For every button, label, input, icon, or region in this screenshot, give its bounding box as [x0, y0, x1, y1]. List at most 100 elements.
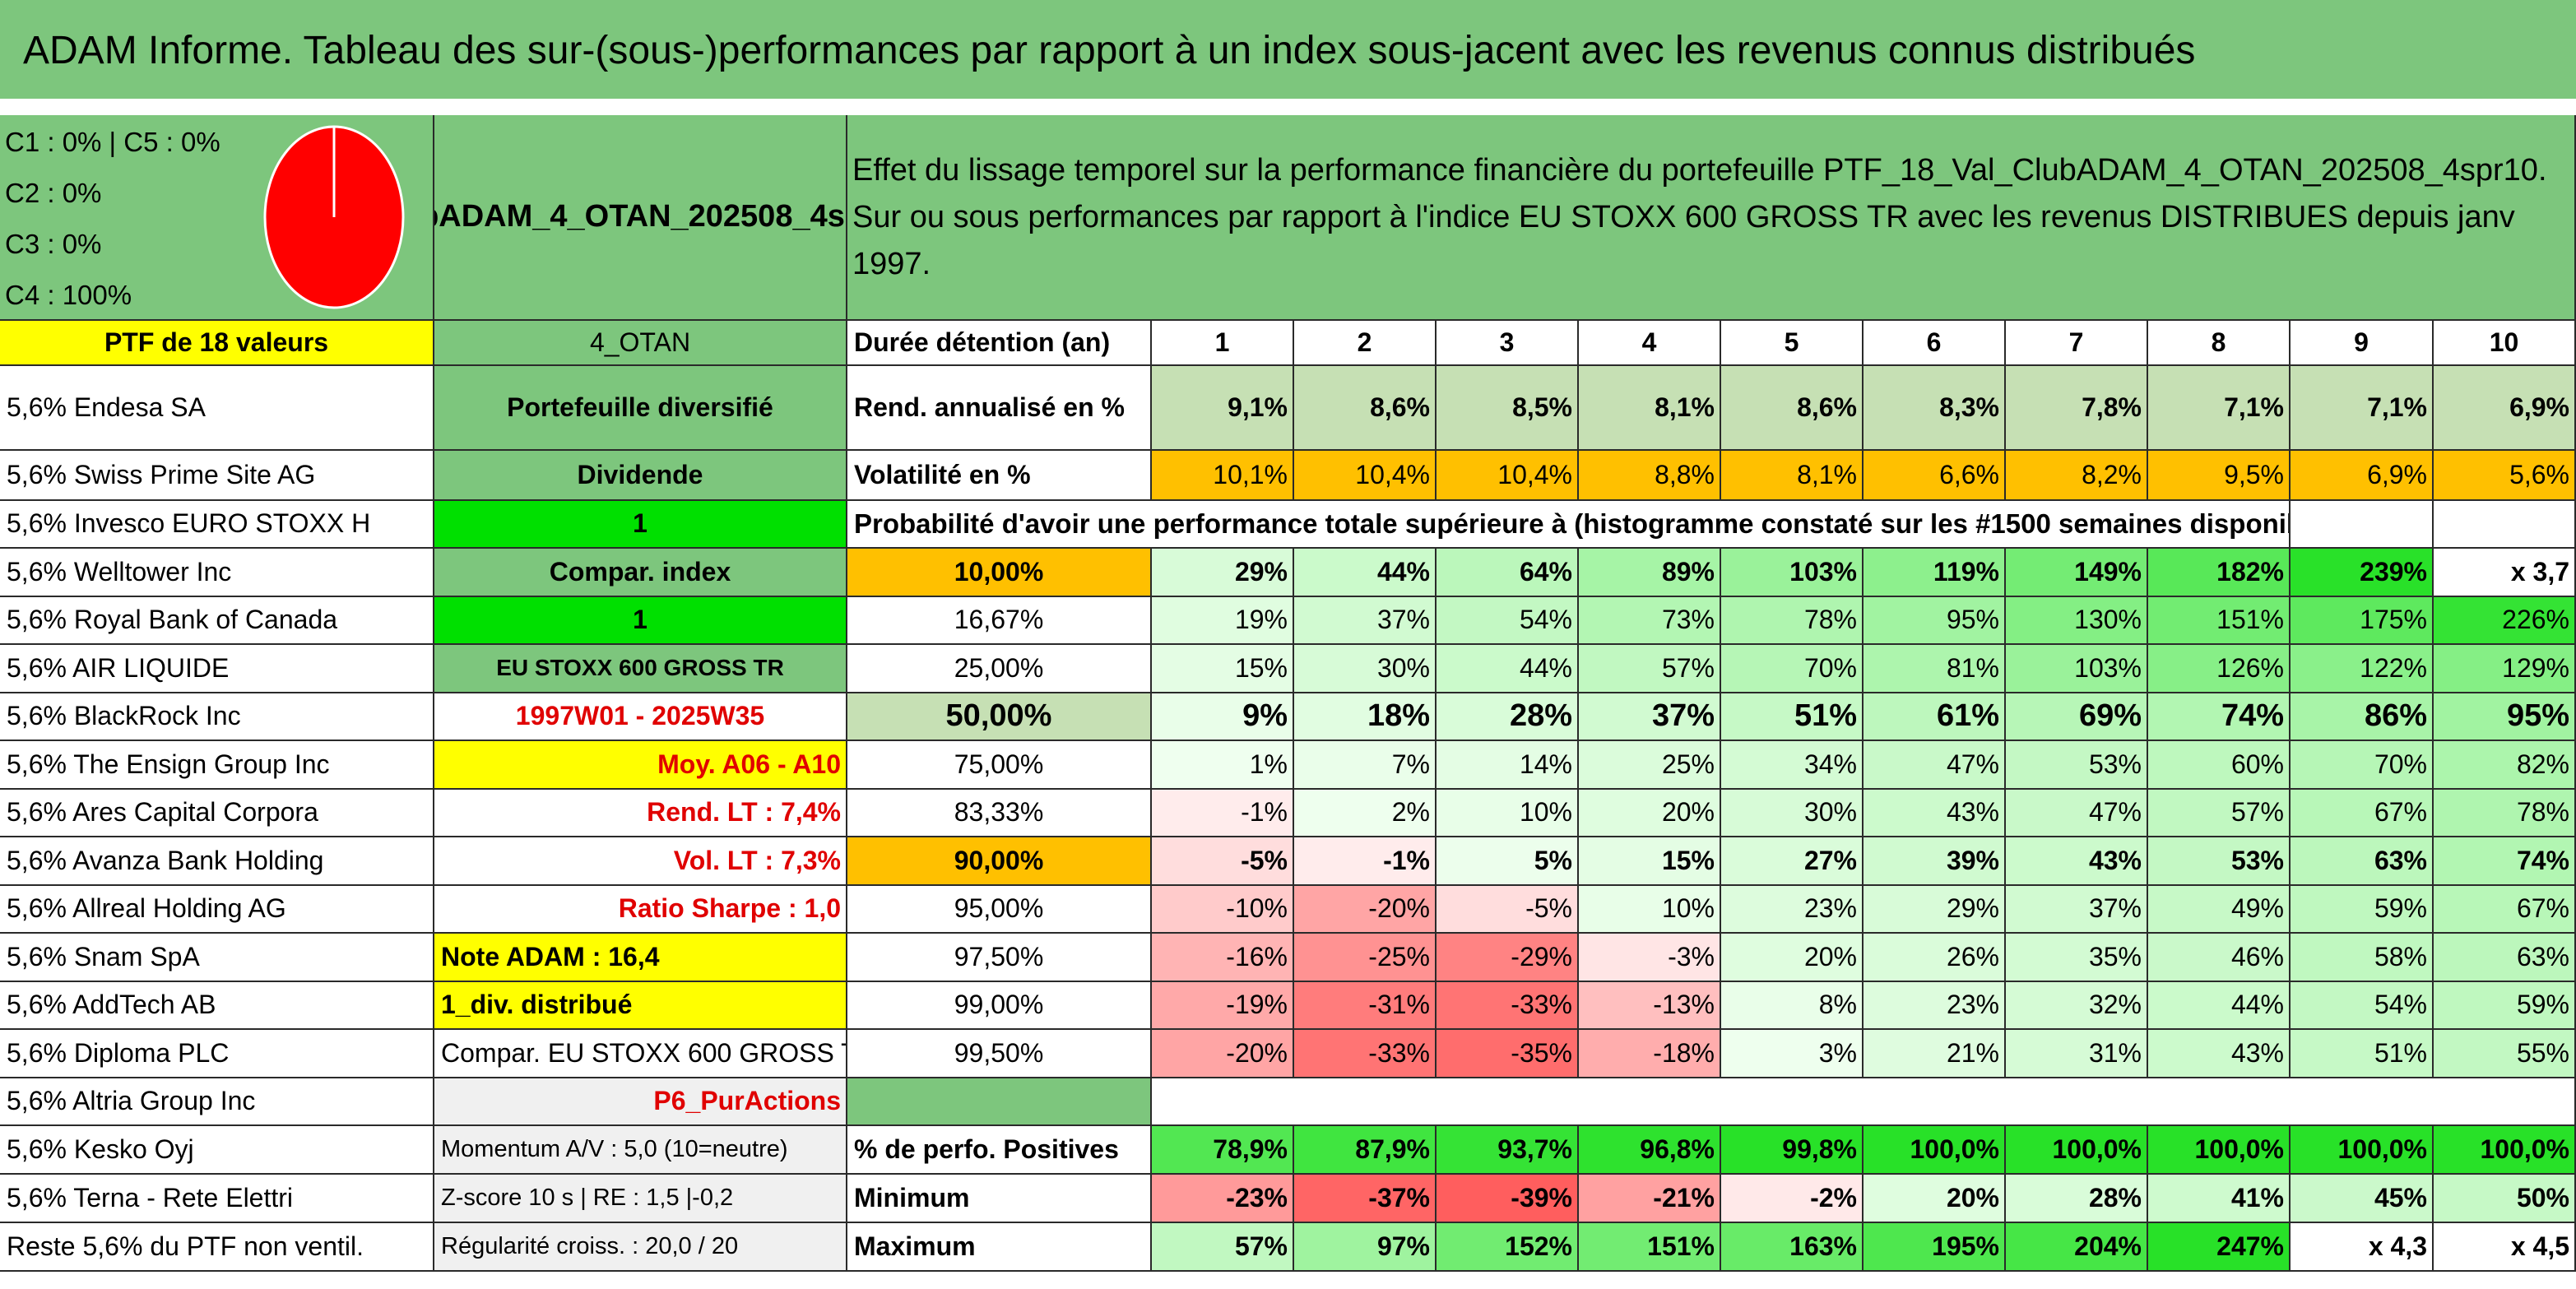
- info-cell: Rend. LT : 7,4%: [434, 790, 847, 837]
- matrix-value: 74%: [2434, 837, 2576, 886]
- holding-row: 5,6% AIR LIQUIDE: [0, 645, 434, 693]
- holding-row: 5,6% AddTech AB: [0, 982, 434, 1030]
- vol-value: 5,6%: [2434, 451, 2576, 501]
- pos-value: 100,0%: [2434, 1126, 2576, 1175]
- matrix-value: 1%: [1152, 741, 1294, 790]
- vol-value: 8,2%: [2006, 451, 2148, 501]
- matrix-value: 39%: [1864, 837, 2006, 886]
- matrix-value: 15%: [1579, 837, 1721, 886]
- info-cell: Note ADAM : 16,4: [434, 934, 847, 982]
- holding-row: 5,6% Welltower Inc: [0, 549, 434, 597]
- holding-row: 5,6% Invesco EURO STOXX H: [0, 501, 434, 549]
- matrix-value: 2%: [1294, 790, 1437, 837]
- matrix-value: 73%: [1579, 597, 1721, 645]
- quantile-label: 75,00%: [847, 741, 1152, 790]
- matrix-value: 64%: [1437, 549, 1579, 597]
- matrix-value: 10%: [1437, 790, 1579, 837]
- vol-value: 6,9%: [2291, 451, 2434, 501]
- matrix-value: 49%: [2148, 886, 2291, 934]
- matrix-value: 7%: [1294, 741, 1437, 790]
- matrix-value: -20%: [1152, 1030, 1294, 1078]
- matrix-value: 18%: [1294, 693, 1437, 741]
- rend-value: 7,1%: [2148, 366, 2291, 451]
- pos-value: 100,0%: [2148, 1126, 2291, 1175]
- matrix-value: 226%: [2434, 597, 2576, 645]
- info-cell: Portefeuille diversifié: [434, 366, 847, 451]
- matrix-value: 32%: [2006, 982, 2148, 1030]
- matrix-value: 57%: [2148, 790, 2291, 837]
- quantile-label: 25,00%: [847, 645, 1152, 693]
- max-value: 57%: [1152, 1223, 1294, 1272]
- rend-value: 8,6%: [1294, 366, 1437, 451]
- rend-value: 8,3%: [1864, 366, 2006, 451]
- matrix-value: 25%: [1579, 741, 1721, 790]
- matrix-value: 54%: [2291, 982, 2434, 1030]
- matrix-value: -3%: [1579, 934, 1721, 982]
- matrix-value: 44%: [2148, 982, 2291, 1030]
- vol-value: 8,1%: [1721, 451, 1864, 501]
- vol-value: 6,6%: [1864, 451, 2006, 501]
- quantile-label: 16,67%: [847, 597, 1152, 645]
- matrix-value: -18%: [1579, 1030, 1721, 1078]
- matrix-value: 20%: [1721, 934, 1864, 982]
- matrix-value: 86%: [2291, 693, 2434, 741]
- quantile-label: 83,33%: [847, 790, 1152, 837]
- matrix-value: 130%: [2006, 597, 2148, 645]
- max-value: 204%: [2006, 1223, 2148, 1272]
- matrix-value: 26%: [1864, 934, 2006, 982]
- pos-value: 100,0%: [1864, 1126, 2006, 1175]
- matrix-value: 34%: [1721, 741, 1864, 790]
- matrix-value: 57%: [1579, 645, 1721, 693]
- matrix-value: 8%: [1721, 982, 1864, 1030]
- spacer: [0, 99, 2576, 115]
- matrix-value: 126%: [2148, 645, 2291, 693]
- matrix-value: -33%: [1437, 982, 1579, 1030]
- matrix-value: 43%: [2006, 837, 2148, 886]
- matrix-value: 51%: [1721, 693, 1864, 741]
- matrix-value: 53%: [2148, 837, 2291, 886]
- matrix-value: 29%: [1864, 886, 2006, 934]
- rend-value: 7,8%: [2006, 366, 2148, 451]
- year-header: 9: [2291, 321, 2434, 366]
- holding-row: 5,6% Terna - Rete Elettri: [0, 1175, 434, 1223]
- matrix-value: 61%: [1864, 693, 2006, 741]
- quantile-label: 97,50%: [847, 934, 1152, 982]
- matrix-value: 119%: [1864, 549, 2006, 597]
- holding-row: 5,6% Snam SpA: [0, 934, 434, 982]
- empty-cell: [1152, 1078, 2576, 1126]
- rend-value: 8,5%: [1437, 366, 1579, 451]
- pos-value: 87,9%: [1294, 1126, 1437, 1175]
- quantile-label: 50,00%: [847, 693, 1152, 741]
- matrix-value: 53%: [2006, 741, 2148, 790]
- info-cell: 1: [434, 501, 847, 549]
- pos-value: 100,0%: [2006, 1126, 2148, 1175]
- vol-value: 9,5%: [2148, 451, 2291, 501]
- matrix-value: 3%: [1721, 1030, 1864, 1078]
- vol-value: 10,1%: [1152, 451, 1294, 501]
- matrix-value: 30%: [1721, 790, 1864, 837]
- matrix-value: -16%: [1152, 934, 1294, 982]
- matrix-value: 129%: [2434, 645, 2576, 693]
- info-cell: Dividende: [434, 451, 847, 501]
- matrix-value: -5%: [1152, 837, 1294, 886]
- matrix-value: 37%: [2006, 886, 2148, 934]
- matrix-value: 70%: [1721, 645, 1864, 693]
- info-cell: Compar. EU STOXX 600 GROSS TR: [434, 1030, 847, 1078]
- matrix-value: 95%: [2434, 693, 2576, 741]
- matrix-value: 82%: [2434, 741, 2576, 790]
- matrix-value: -25%: [1294, 934, 1437, 982]
- matrix-value: 58%: [2291, 934, 2434, 982]
- matrix-value: -33%: [1294, 1030, 1437, 1078]
- matrix-value: 44%: [1294, 549, 1437, 597]
- matrix-value: 20%: [1579, 790, 1721, 837]
- min-value: -21%: [1579, 1175, 1721, 1223]
- matrix-value: 43%: [2148, 1030, 2291, 1078]
- matrix-value: -29%: [1437, 934, 1579, 982]
- year-header: 1: [1152, 321, 1294, 366]
- class-mix-line-3: C3 : 0%: [5, 229, 102, 259]
- empty-cell: [847, 1078, 1152, 1126]
- info-cell: Vol. LT : 7,3%: [434, 837, 847, 886]
- report-title: ADAM Informe. Tableau des sur-(sous-)per…: [0, 0, 2576, 99]
- max-value: 151%: [1579, 1223, 1721, 1272]
- matrix-value: 103%: [1721, 549, 1864, 597]
